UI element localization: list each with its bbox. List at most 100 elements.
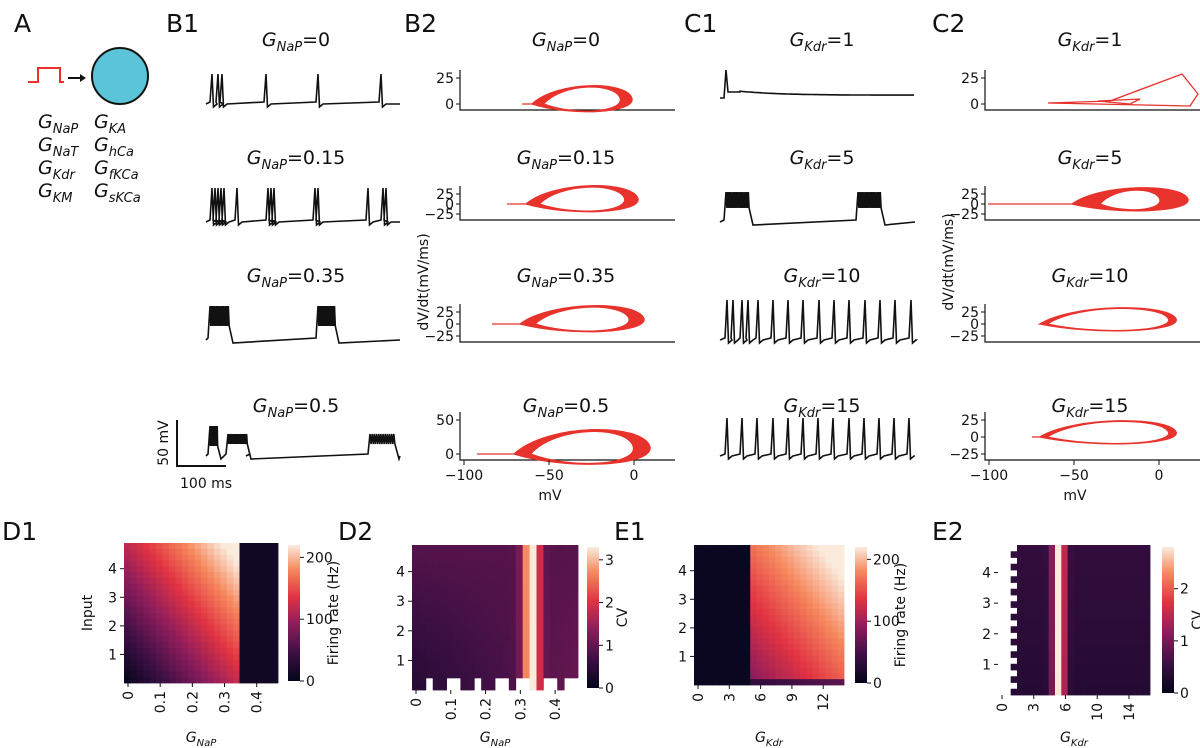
- c2-phase-1: 250−25: [949, 186, 1200, 223]
- heatmap-cell: [837, 679, 845, 686]
- heatmap-cell: [501, 635, 510, 643]
- heatmap-cell: [719, 562, 726, 569]
- heatmap-cell: [756, 550, 764, 558]
- heatmap-cell: [168, 578, 176, 585]
- heatmap-cell: [1124, 595, 1132, 602]
- heatmap-cell: [181, 548, 189, 556]
- heatmap-cell: [1093, 688, 1100, 696]
- heatmap-cell: [800, 638, 807, 645]
- heatmap-cell: [564, 671, 572, 679]
- heatmap-cell: [1143, 582, 1151, 590]
- heatmap-cell: [495, 593, 503, 600]
- heatmap-cell: [744, 591, 751, 598]
- heatmap-cell: [474, 665, 482, 673]
- heatmap-cell: [1118, 626, 1126, 633]
- b2-title-1: GNaP=0.15: [517, 147, 616, 173]
- heatmap-cell: [557, 587, 565, 594]
- heatmap-cell: [781, 626, 789, 633]
- heatmap-cell: [181, 630, 189, 637]
- heatmap-cell: [181, 560, 189, 567]
- heatmap-cell: [271, 648, 279, 655]
- heatmap-cell: [515, 563, 524, 570]
- heatmap-cell: [1023, 607, 1031, 615]
- heatmap-cell: [201, 613, 208, 620]
- heatmap-cell: [1074, 632, 1081, 640]
- heatmap-cell: [775, 650, 782, 657]
- heatmap-cell: [737, 556, 745, 563]
- heatmap-cell: [529, 599, 537, 606]
- heatmap-cell: [1036, 682, 1043, 690]
- heatmap-cell: [1036, 638, 1043, 646]
- heatmap-cell: [744, 568, 751, 575]
- heatmap-cell: [825, 661, 832, 668]
- heatmap-cell: [1086, 645, 1094, 652]
- heatmap-cell: [467, 587, 475, 594]
- heatmap-cell: [1036, 688, 1043, 696]
- heatmap-cell: [557, 659, 565, 667]
- heatmap-cell: [1036, 551, 1043, 558]
- heatmap-cell: [181, 671, 189, 678]
- heatmap-cell: [201, 677, 208, 684]
- heatmap-cell: [737, 679, 745, 686]
- heatmap-cell: [1042, 632, 1050, 640]
- heatmap-cell: [819, 673, 826, 680]
- heatmap-cell: [1017, 582, 1024, 590]
- heatmap-cell: [719, 673, 726, 680]
- heatmap-cell: [162, 566, 170, 573]
- heatmap-cell: [168, 618, 176, 626]
- heatmap-cell: [725, 597, 732, 604]
- heatmap-cell: [1074, 676, 1081, 683]
- heatmap-cell: [495, 641, 503, 649]
- heatmap-cell: [226, 578, 234, 585]
- heatmap-cell: [1010, 663, 1018, 671]
- heatmap-cell: [1080, 551, 1088, 558]
- heatmap-cell: [474, 659, 482, 667]
- heatmap-cell: [175, 548, 183, 556]
- heatmap-cell: [1042, 595, 1050, 602]
- heatmap-cell: [1093, 663, 1100, 671]
- heatmap-cell: [168, 613, 176, 620]
- heatmap-cell: [725, 574, 732, 581]
- heatmap-cell: [700, 673, 707, 680]
- heatmap-cell: [769, 661, 776, 668]
- heatmap-cell: [1048, 626, 1056, 633]
- heatmap-cell: [719, 550, 726, 558]
- heatmap-cell: [1137, 670, 1145, 677]
- heatmap-cell: [213, 618, 221, 626]
- heatmap-cell: [1080, 576, 1088, 583]
- heatmap-cell: [488, 611, 496, 618]
- heatmap-cell: [794, 568, 801, 575]
- heatmap-cell: [149, 560, 157, 567]
- heatmap-cell: [1074, 582, 1081, 590]
- heatmap-cell: [425, 605, 434, 612]
- heatmap-cell: [750, 580, 757, 587]
- heatmap-cell: [207, 543, 215, 550]
- heatmap-cell: [564, 569, 572, 576]
- heatmap-cell: [543, 575, 551, 582]
- heatmap-cell: [124, 543, 131, 550]
- heatmap-cell: [1118, 551, 1126, 558]
- heatmap-cell: [571, 587, 579, 594]
- heatmap-cell: [719, 661, 726, 668]
- heatmap-cell: [1061, 576, 1069, 583]
- heatmap-cell: [781, 562, 789, 569]
- heatmap-cell: [737, 591, 745, 598]
- heatmap-cell: [731, 562, 739, 569]
- heatmap-cell: [495, 569, 503, 576]
- heatmap-cell: [252, 578, 260, 585]
- heatmap-cell: [488, 557, 496, 564]
- heatmap-cell: [1124, 657, 1132, 665]
- heatmap-cell: [446, 635, 454, 643]
- heatmap-cell: [233, 618, 240, 626]
- heatmap-cell: [557, 557, 565, 564]
- heatmap-cell: [239, 566, 247, 573]
- heatmap-cell: [207, 613, 215, 620]
- heatmap-cell: [522, 629, 530, 637]
- heatmap-cell: [706, 644, 714, 651]
- heatmap-cell: [1023, 632, 1031, 640]
- heatmap-cell: [787, 609, 795, 616]
- heatmap-cell: [508, 635, 517, 643]
- heatmap-cell: [731, 632, 739, 639]
- heatmap-cell: [781, 673, 789, 680]
